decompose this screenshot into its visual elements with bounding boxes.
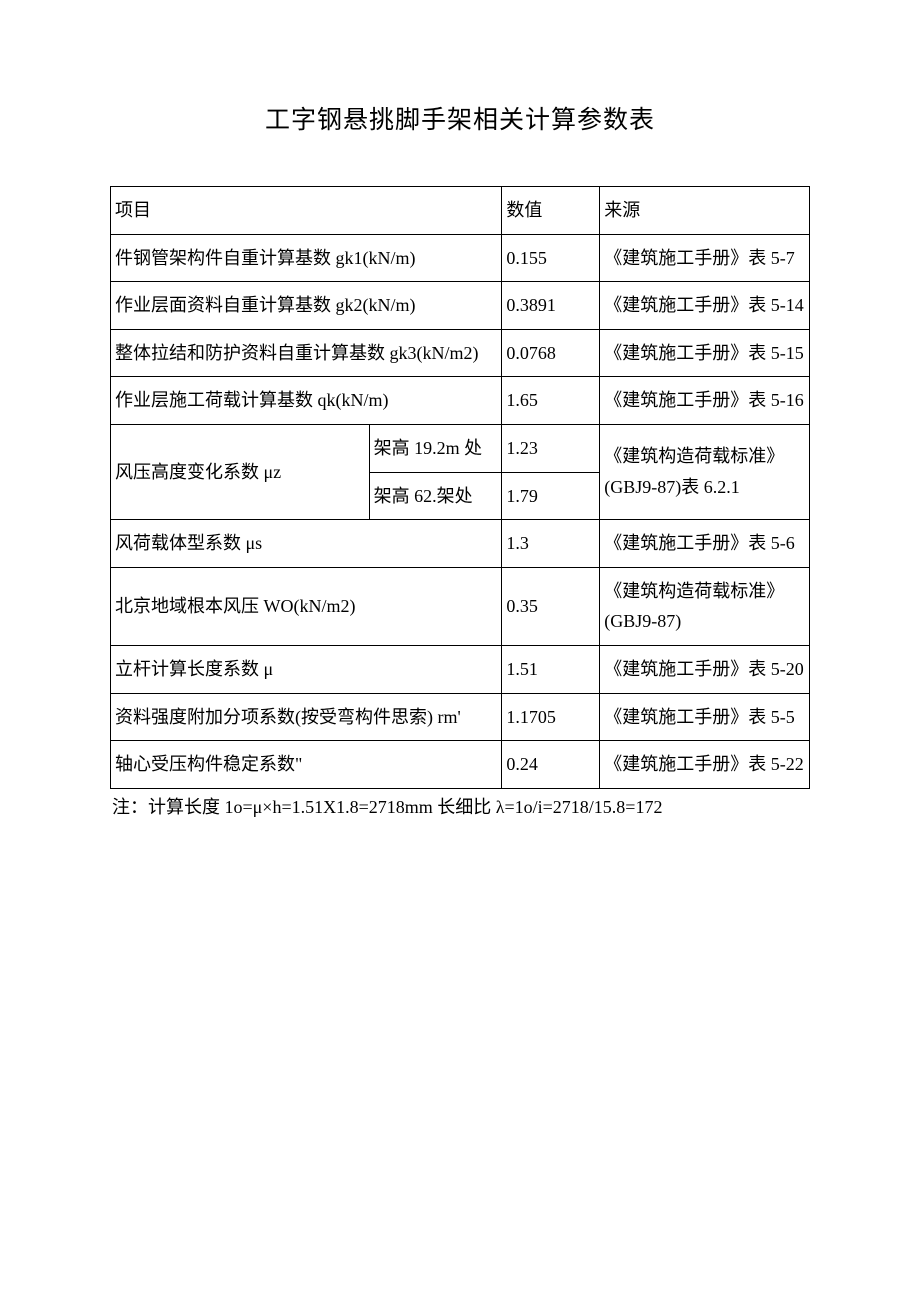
cell-item: 立杆计算长度系数 μ xyxy=(111,645,502,693)
table-row: 风压高度变化系数 μz 架高 19.2m 处 1.23 《建筑构造荷载标准》(G… xyxy=(111,424,810,472)
cell-source: 《建筑施工手册》表 5-7 xyxy=(600,234,810,282)
cell-source: 《建筑施工手册》表 5-20 xyxy=(600,645,810,693)
cell-item: 件钢管架构件自重计算基数 gk1(kN/m) xyxy=(111,234,502,282)
table-row: 整体拉结和防护资料自重计算基数 gk3(kN/m2) 0.0768 《建筑施工手… xyxy=(111,329,810,377)
cell-sub: 架高 62.架处 xyxy=(369,472,502,520)
cell-value: 1.79 xyxy=(502,472,600,520)
cell-source: 《建筑构造荷载标准》(GBJ9-87) xyxy=(600,567,810,645)
cell-source: 《建筑施工手册》表 5-15 xyxy=(600,329,810,377)
cell-value: 0.0768 xyxy=(502,329,600,377)
table-row: 作业层施工荷载计算基数 qk(kN/m) 1.65 《建筑施工手册》表 5-16 xyxy=(111,377,810,425)
cell-sub: 架高 19.2m 处 xyxy=(369,424,502,472)
table-row: 轴心受压构件稳定系数" 0.24 《建筑施工手册》表 5-22 xyxy=(111,741,810,789)
parameter-table: 项目 数值 来源 件钢管架构件自重计算基数 gk1(kN/m) 0.155 《建… xyxy=(110,186,810,789)
cell-source: 《建筑施工手册》表 5-5 xyxy=(600,693,810,741)
cell-value: 1.23 xyxy=(502,424,600,472)
cell-item: 作业层面资料自重计算基数 gk2(kN/m) xyxy=(111,282,502,330)
cell-value: 1.65 xyxy=(502,377,600,425)
cell-item: 风荷载体型系数 μs xyxy=(111,520,502,568)
cell-value: 1.3 xyxy=(502,520,600,568)
cell-value: 0.3891 xyxy=(502,282,600,330)
table-header-row: 项目 数值 来源 xyxy=(111,187,810,235)
cell-source: 《建筑施工手册》表 5-14 xyxy=(600,282,810,330)
header-item: 项目 xyxy=(111,187,502,235)
cell-item: 资料强度附加分项系数(按受弯构件思索) rm' xyxy=(111,693,502,741)
cell-value: 1.51 xyxy=(502,645,600,693)
cell-value: 0.35 xyxy=(502,567,600,645)
table-row: 立杆计算长度系数 μ 1.51 《建筑施工手册》表 5-20 xyxy=(111,645,810,693)
cell-source: 《建筑施工手册》表 5-22 xyxy=(600,741,810,789)
cell-value: 1.1705 xyxy=(502,693,600,741)
cell-item: 北京地域根本风压 WO(kN/m2) xyxy=(111,567,502,645)
table-row: 件钢管架构件自重计算基数 gk1(kN/m) 0.155 《建筑施工手册》表 5… xyxy=(111,234,810,282)
footnote-text: 注：计算长度 1o=μ×h=1.51X1.8=2718mm 长细比 λ=1o/i… xyxy=(110,793,810,822)
table-row: 北京地域根本风压 WO(kN/m2) 0.35 《建筑构造荷载标准》(GBJ9-… xyxy=(111,567,810,645)
cell-item: 轴心受压构件稳定系数" xyxy=(111,741,502,789)
cell-item: 整体拉结和防护资料自重计算基数 gk3(kN/m2) xyxy=(111,329,502,377)
table-row: 资料强度附加分项系数(按受弯构件思索) rm' 1.1705 《建筑施工手册》表… xyxy=(111,693,810,741)
cell-item: 作业层施工荷载计算基数 qk(kN/m) xyxy=(111,377,502,425)
cell-value: 0.155 xyxy=(502,234,600,282)
cell-value: 0.24 xyxy=(502,741,600,789)
page-title: 工字钢悬挑脚手架相关计算参数表 xyxy=(110,100,810,136)
table-row: 风荷载体型系数 μs 1.3 《建筑施工手册》表 5-6 xyxy=(111,520,810,568)
cell-item: 风压高度变化系数 μz xyxy=(111,424,370,519)
header-source: 来源 xyxy=(600,187,810,235)
header-value: 数值 xyxy=(502,187,600,235)
cell-source: 《建筑施工手册》表 5-16 xyxy=(600,377,810,425)
table-row: 作业层面资料自重计算基数 gk2(kN/m) 0.3891 《建筑施工手册》表 … xyxy=(111,282,810,330)
cell-source: 《建筑构造荷载标准》(GBJ9-87)表 6.2.1 xyxy=(600,424,810,519)
cell-source: 《建筑施工手册》表 5-6 xyxy=(600,520,810,568)
